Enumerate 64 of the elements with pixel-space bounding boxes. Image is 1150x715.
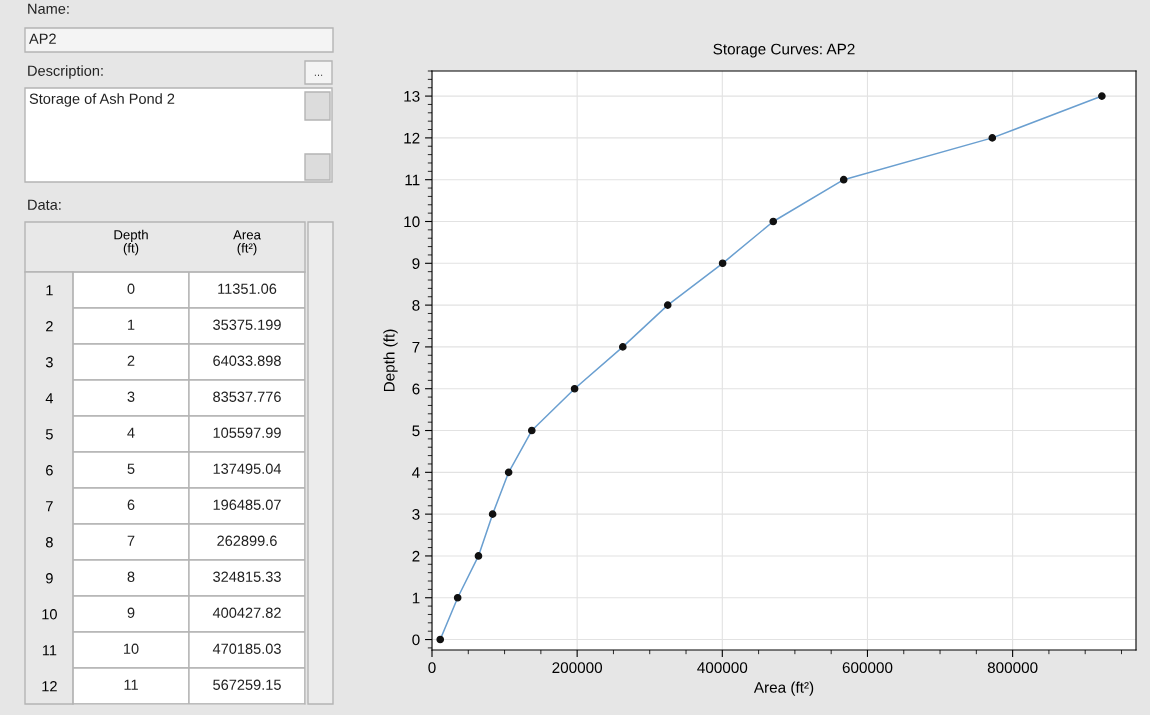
y-tick-label: 4 [412,467,420,478]
data-label: 83537.776 [213,391,281,402]
y-tick-label: 8 [412,299,420,311]
y-tick-label: 2 [412,550,420,562]
text: AP2 [29,33,56,44]
y-tick-label: 13 [404,90,420,102]
text: ... [314,74,323,76]
data-label: 400427.82 [212,607,281,618]
data-label: 9 [127,607,135,618]
y-tick-label: 12 [42,681,57,692]
y-tick-label: 4 [45,393,54,404]
y-tick-label: 1 [46,285,53,296]
data-label: 6 [127,499,135,510]
y-tick-label: 2 [46,321,53,332]
y-tick-label: 0 [412,634,420,646]
y-tick-label: 9 [412,258,420,269]
y-tick-label: 8 [45,537,53,548]
text: Name: [28,3,69,14]
data-label: 3 [127,391,135,402]
y-tick-label: 11 [405,174,420,186]
y-tick-label: 10 [404,216,420,228]
y-tick-label: 6 [46,465,53,476]
x-tick-label: 400000 [697,662,748,674]
data-label: 196485.07 [213,499,281,510]
x-axis-title: Area (ft²) [753,681,814,696]
data-label: 11351.06 [218,283,277,294]
y-axis-title: Depth (ft) [383,329,398,392]
data-label: 470185.03 [212,643,281,654]
y-tick-label: 3 [45,357,53,368]
x-tick-label: 800000 [987,662,1038,674]
y-tick-label: 1 [412,592,420,604]
y-tick-label: 10 [42,609,57,620]
data-label: 10 [124,643,139,654]
data-label: 35375.199 [213,319,281,330]
data-label: 11 [124,679,138,690]
text: Storage of Ash Pond 2 [29,93,175,107]
y-tick-label: 3 [412,509,420,520]
data-label: 567259.15 [213,679,281,690]
data-label: 2 [127,355,135,366]
x-tick-label: 200000 [552,662,603,674]
chart-title: Storage Curves: AP2 [713,43,855,58]
text: Description: [28,65,103,79]
data-label: 105597.99 [213,427,281,438]
data-label: 4 [127,427,135,438]
data-label: 64033.898 [213,355,281,366]
data-label: 5 [127,463,135,474]
data-label: 1 [128,319,135,330]
y-tick-label: 7 [46,501,53,512]
data-label: 262899.6 [217,535,277,546]
data-label: 8 [127,571,135,582]
y-tick-label: 11 [42,645,57,656]
y-tick-label: 9 [46,573,53,584]
text: Data: [28,199,61,210]
x-tick-label: 0 [428,662,436,674]
y-tick-label: 6 [412,383,420,395]
data-label: 7 [127,535,135,546]
y-tick-label: 5 [45,429,53,440]
y-tick-label: 5 [412,425,420,437]
data-label: 137495.04 [213,463,282,474]
y-tick-label: 7 [412,341,420,353]
y-tick-label: 12 [404,132,420,144]
data-label: 0 [127,283,135,294]
x-tick-label: 600000 [842,662,893,674]
data-label: 324815.33 [213,571,281,582]
